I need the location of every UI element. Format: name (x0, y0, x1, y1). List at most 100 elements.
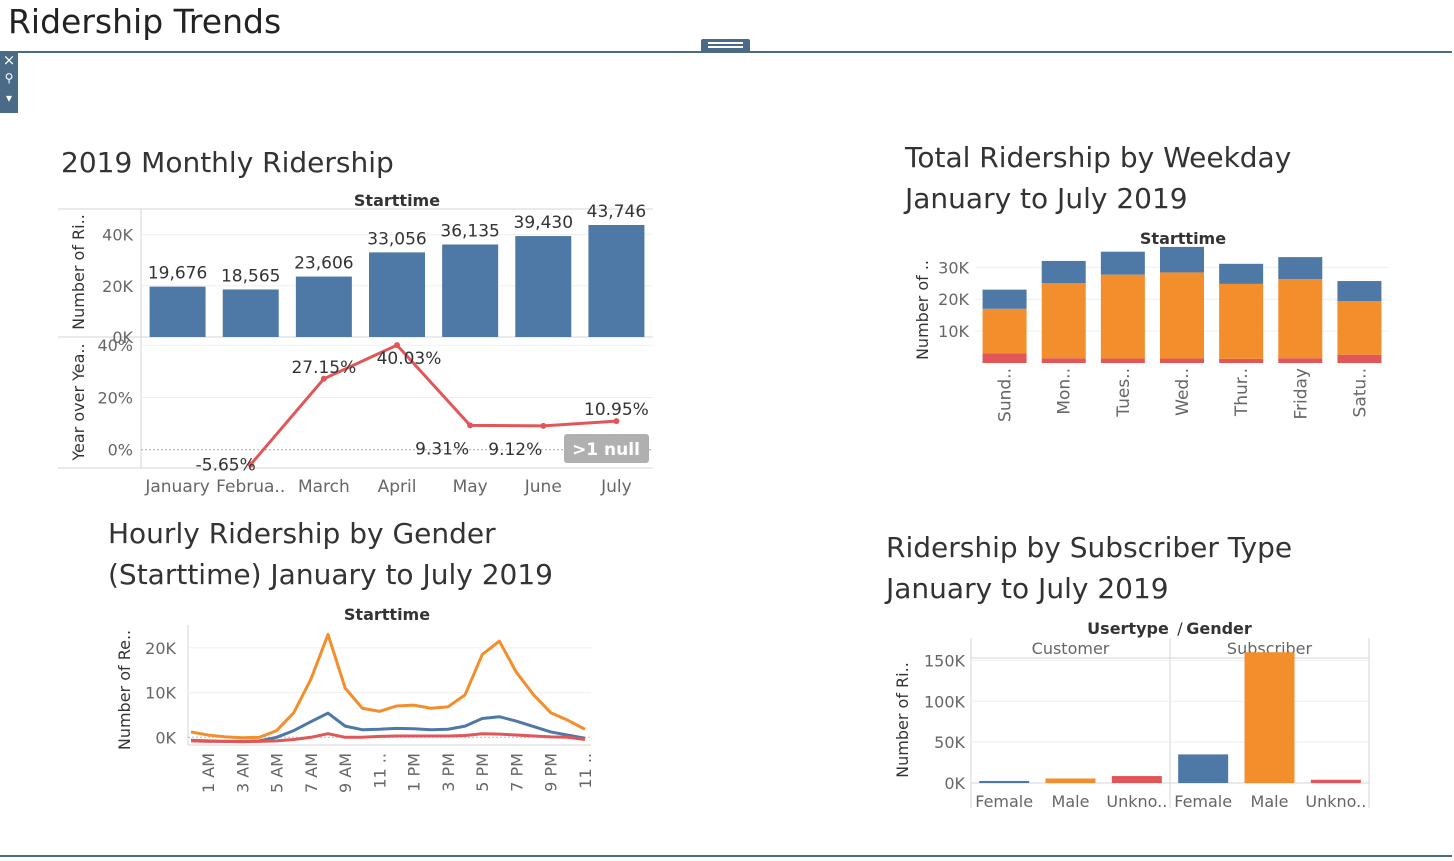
weekday-bar-segment (1041, 358, 1086, 363)
monthly-bar-value-label: 23,606 (294, 254, 353, 274)
subscriber-group-label: Customer (1032, 639, 1110, 658)
monthly-yoy-value-label: 40.03% (377, 349, 442, 369)
subscriber-sheet-title: Ridership by Subscriber Type January to … (886, 527, 1292, 609)
monthly-yoy-point (320, 375, 327, 382)
weekday-bar-segment (982, 308, 1027, 354)
monthly-bar-value-label: 18,565 (221, 266, 280, 286)
monthly-x-tick-label: April (378, 477, 417, 497)
weekday-bar-segment (1337, 301, 1382, 355)
weekday-x-tick-label: Mon.. (1055, 368, 1075, 415)
subscriber-x-tick-label: Unkno.. (1106, 792, 1167, 811)
monthly-yoy-point (247, 461, 254, 468)
monthly-yoy-ytick-label: 20% (97, 388, 133, 407)
weekday-title-line2: January to July 2019 (905, 182, 1188, 215)
hourly-title-line1: Hourly Ridership by Gender (108, 517, 496, 550)
monthly-x-tick-label: May (453, 477, 488, 497)
weekday-ylabel: Number of .. (913, 260, 932, 360)
weekday-x-tick-label: Wed.. (1173, 368, 1193, 416)
weekday-bar-segment (1160, 246, 1204, 273)
weekday-bar-segment (1160, 358, 1204, 363)
weekday-ytick-label: 30K (938, 258, 969, 277)
subscriber-bar (1244, 652, 1295, 783)
dashboard-container (0, 51, 1452, 857)
monthly-yoy-value-label: 10.95% (584, 400, 649, 420)
subscriber-ylabel: Number of Ri.. (893, 662, 912, 778)
weekday-bar-segment (1219, 358, 1264, 363)
weekday-x-tick-label: Friday (1291, 368, 1311, 420)
hourly-ylabel: Number of Re.. (115, 630, 134, 750)
weekday-bar-segment (1219, 263, 1264, 284)
weekday-ytick-label: 10K (938, 322, 969, 341)
monthly-x-tick-label: July (600, 477, 632, 497)
hourly-x-tick-label: 3 PM (439, 753, 458, 792)
subscriber-x-tick-label: Female (1174, 792, 1232, 811)
subscriber-bar (1045, 778, 1096, 783)
monthly-bar (369, 252, 425, 337)
hourly-x-tick-label: 7 AM (302, 753, 321, 793)
subscriber-x-tick-label: Male (1251, 792, 1289, 811)
hourly-header-label: Starttime (344, 605, 430, 624)
weekday-x-tick-label: Sund.. (996, 368, 1016, 422)
hourly-x-tick-label: 1 PM (405, 753, 424, 792)
subscriber-x-tick-label: Unkno.. (1305, 792, 1366, 811)
monthly-yoy-ytick-label: 0% (108, 441, 133, 460)
hourly-x-tick-label: 1 AM (199, 753, 218, 793)
hourly-x-tick-label: 9 AM (336, 753, 355, 793)
subscriber-ytick-label: 100K (924, 692, 966, 711)
hourly-x-tick-label: 3 AM (233, 753, 252, 793)
resize-grip-handle[interactable] (701, 39, 750, 51)
monthly-x-tick-label: Februa.. (216, 477, 285, 497)
monthly-bar-value-label: 43,746 (587, 202, 646, 222)
monthly-bar-value-label: 19,676 (148, 264, 207, 284)
monthly-bar (149, 286, 206, 337)
weekday-bar-segment (1337, 281, 1382, 302)
weekday-bar-segment (1041, 283, 1086, 359)
monthly-yoy-ylabel: Year over Yea.. (69, 343, 88, 461)
subscriber-bar (1178, 754, 1229, 783)
monthly-x-tick-label: June (524, 477, 562, 497)
subscriber-ytick-label: 50K (934, 733, 965, 752)
subscriber-header-gender: Gender (1186, 619, 1252, 638)
weekday-ytick-label: 20K (938, 290, 969, 309)
chevron-down-icon[interactable]: ▾ (5, 91, 13, 105)
hourly-ytick-label: 20K (145, 639, 176, 658)
hourly-series-line (190, 632, 586, 740)
monthly-bar-ytick-label: 40K (102, 226, 133, 245)
weekday-bar-segment (1100, 358, 1145, 363)
monthly-bar (222, 289, 279, 337)
monthly-yoy-ytick-label: 40% (97, 336, 133, 355)
weekday-bar-segment (1278, 257, 1323, 280)
null-indicator-label: >1 null (572, 440, 640, 460)
monthly-bar-value-label: 36,135 (440, 221, 499, 241)
subscriber-x-tick-label: Female (975, 792, 1033, 811)
weekday-bar-segment (982, 289, 1027, 309)
monthly-yoy-value-label: 9.31% (415, 439, 469, 459)
monthly-yoy-point (467, 422, 474, 429)
monthly-yoy-point (613, 418, 620, 425)
subscriber-bar (1111, 776, 1162, 783)
weekday-bar-segment (1041, 260, 1086, 284)
close-icon[interactable]: × (2, 51, 16, 69)
monthly-bar (515, 236, 572, 337)
subscriber-bar (1310, 779, 1361, 783)
pin-icon[interactable]: ⚲ (4, 71, 14, 85)
weekday-bar-segment (1278, 279, 1323, 359)
weekday-bar-segment (1100, 251, 1145, 275)
subscriber-ytick-label: 0K (944, 774, 965, 793)
hourly-x-tick-label: 5 AM (268, 753, 287, 793)
null-indicator-badge (564, 434, 649, 463)
monthly-yoy-point (394, 342, 400, 349)
subscriber-bar (979, 780, 1030, 783)
hourly-x-tick-label: 9 PM (542, 753, 561, 792)
hourly-series-line (190, 732, 586, 744)
monthly-yoy-point (540, 422, 547, 429)
weekday-sheet-title: Total Ridership by Weekday January to Ju… (905, 137, 1291, 219)
subscriber-title-line2: January to July 2019 (886, 572, 1169, 605)
monthly-bar (295, 276, 352, 337)
container-controls: × ⚲ ▾ (0, 51, 18, 113)
weekday-header-label: Starttime (1140, 229, 1226, 248)
monthly-yoy-value-label: 9.12% (488, 440, 542, 460)
weekday-bar-segment (1160, 272, 1204, 359)
hourly-ytick-label: 10K (145, 684, 176, 703)
monthly-header-label: Starttime (354, 191, 440, 210)
